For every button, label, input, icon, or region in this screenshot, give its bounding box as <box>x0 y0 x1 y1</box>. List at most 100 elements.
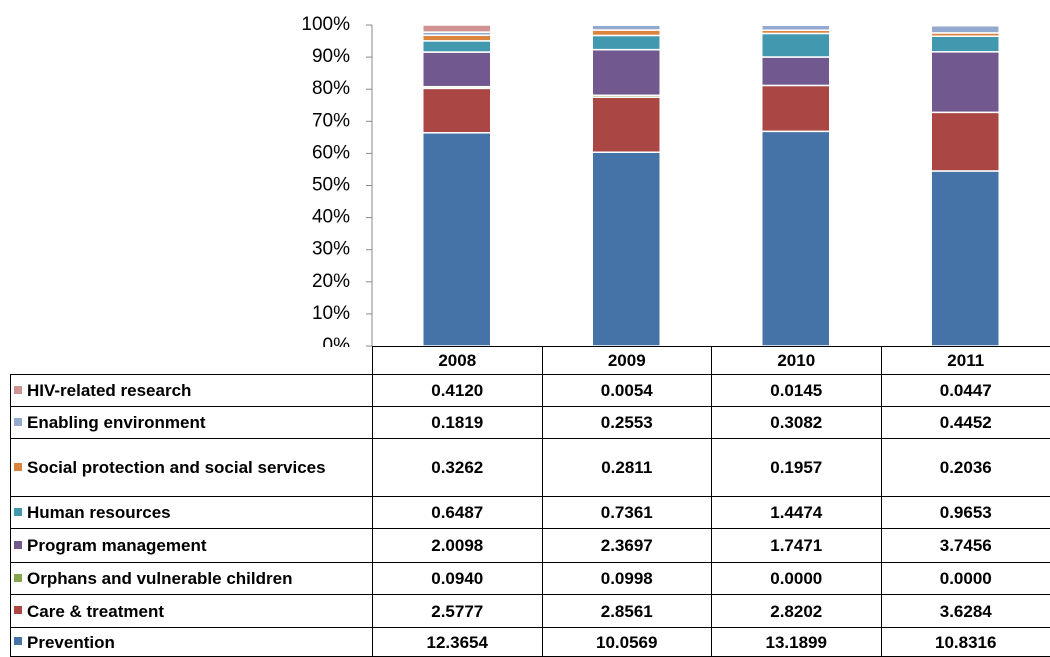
value-cell: 1.4474 <box>712 497 882 529</box>
value-cell: 2.8202 <box>712 595 882 628</box>
legend-marker <box>14 541 22 549</box>
bar-segment <box>423 88 491 132</box>
legend-marker <box>14 463 22 471</box>
legend-label: HIV-related research <box>27 381 191 400</box>
column-header: 2009 <box>542 347 712 375</box>
value-cell: 3.7456 <box>881 529 1050 563</box>
bar-segment <box>423 25 491 32</box>
legend-marker <box>14 418 22 426</box>
row-label: Orphans and vulnerable children <box>11 563 373 595</box>
value-cell: 0.6487 <box>373 497 543 529</box>
bar-segment <box>592 152 660 346</box>
value-cell: 2.3697 <box>542 529 712 563</box>
value-cell: 3.6284 <box>881 595 1050 628</box>
bar-segment <box>931 171 999 346</box>
value-cell: 0.0000 <box>881 563 1050 595</box>
bar-segment <box>423 133 491 346</box>
value-cell: 0.1957 <box>712 439 882 497</box>
row-label: Social protection and social services <box>11 439 373 497</box>
bar-segment <box>762 33 830 57</box>
legend-label: Prevention <box>27 633 115 652</box>
chart: 0%10%20%30%40%50%60%70%80%90%100% <box>0 0 1050 347</box>
column-header: 2011 <box>881 347 1050 375</box>
legend-marker <box>14 606 22 614</box>
legend-marker <box>14 637 22 645</box>
row-label: HIV-related research <box>11 375 373 407</box>
legend-label: Care & treatment <box>27 602 164 621</box>
value-cell: 2.0098 <box>373 529 543 563</box>
bar-segment <box>931 36 999 52</box>
legend-label: Social protection and social services <box>27 458 326 477</box>
value-cell: 0.4452 <box>881 407 1050 439</box>
value-cell: 0.3262 <box>373 439 543 497</box>
y-tick-label: 70% <box>312 110 350 131</box>
value-cell: 0.0145 <box>712 375 882 407</box>
legend-label: Enabling environment <box>27 413 206 432</box>
legend-label: Human resources <box>27 503 171 522</box>
value-cell: 0.9653 <box>881 497 1050 529</box>
row-label: Human resources <box>11 497 373 529</box>
bar-segment <box>762 85 830 131</box>
value-cell: 0.0940 <box>373 563 543 595</box>
bar-segment <box>592 50 660 96</box>
row-label: Prevention <box>11 628 373 657</box>
value-cell: 2.5777 <box>373 595 543 628</box>
row-label: Program management <box>11 529 373 563</box>
legend-marker <box>14 574 22 582</box>
value-cell: 0.3082 <box>712 407 882 439</box>
value-cell: 0.0054 <box>542 375 712 407</box>
value-cell: 0.2036 <box>881 439 1050 497</box>
value-cell: 0.2553 <box>542 407 712 439</box>
y-tick-label: 50% <box>312 175 350 196</box>
bar-segment <box>592 30 660 35</box>
bar-segment <box>931 25 999 26</box>
y-tick-label: 100% <box>301 14 350 35</box>
y-tick-label: 60% <box>312 142 350 163</box>
bar-segment <box>423 35 491 41</box>
bar-segment <box>762 131 830 346</box>
y-tick-label: 40% <box>312 207 350 228</box>
value-cell: 0.4120 <box>373 375 543 407</box>
blank-cell <box>11 347 373 375</box>
value-cell: 0.0447 <box>881 375 1050 407</box>
bar-segment <box>592 35 660 49</box>
bar-segment <box>423 52 491 87</box>
bar-segment <box>931 112 999 171</box>
y-tick-label: 20% <box>312 271 350 292</box>
legend-label: Orphans and vulnerable children <box>27 569 292 588</box>
bar-segment <box>762 25 830 30</box>
legend-marker <box>14 386 22 394</box>
value-cell: 1.7471 <box>712 529 882 563</box>
table-row: Social protection and social services 0.3… <box>11 439 1050 497</box>
bar-segment <box>423 41 491 52</box>
legend-marker <box>14 508 22 516</box>
bar-segment <box>931 52 999 113</box>
y-tick-label: 10% <box>312 303 350 324</box>
row-label: Enabling environment <box>11 407 373 439</box>
value-cell: 0.1819 <box>373 407 543 439</box>
value-cell: 0.0000 <box>712 563 882 595</box>
bar-segment <box>592 97 660 152</box>
bar-segment <box>762 57 830 85</box>
value-cell: 2.8561 <box>542 595 712 628</box>
value-cell: 0.7361 <box>542 497 712 529</box>
value-cell: 10.8316 <box>881 628 1050 657</box>
legend-label: Program management <box>27 536 207 555</box>
y-tick-label: 90% <box>312 46 350 67</box>
value-cell: 0.0998 <box>542 563 712 595</box>
value-cell: 0.2811 <box>542 439 712 497</box>
row-label: Care & treatment <box>11 595 373 628</box>
y-tick-label: 30% <box>312 239 350 260</box>
value-cell: 10.0569 <box>542 628 712 657</box>
column-header: 2008 <box>373 347 543 375</box>
